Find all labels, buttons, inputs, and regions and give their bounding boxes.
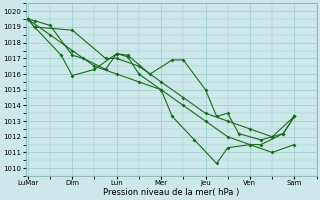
X-axis label: Pression niveau de la mer( hPa ): Pression niveau de la mer( hPa )	[103, 188, 239, 197]
